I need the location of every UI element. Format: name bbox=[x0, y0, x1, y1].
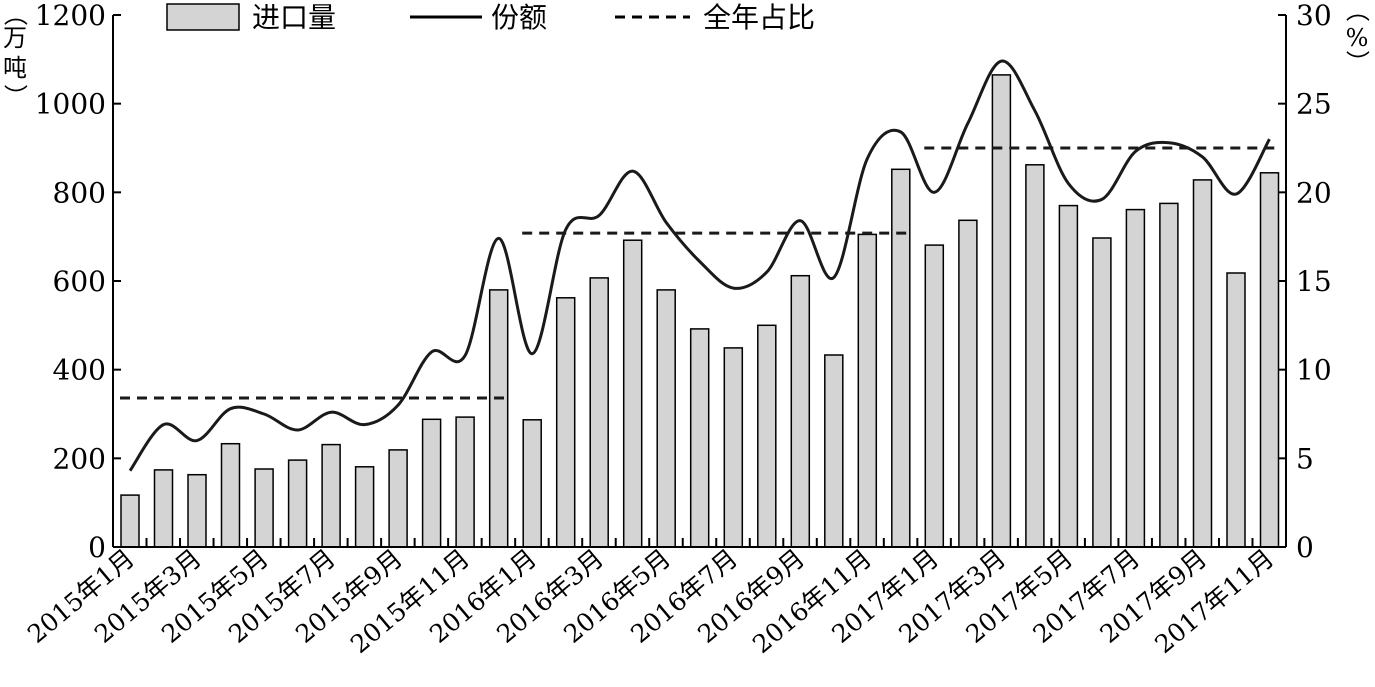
legend-label-bar: 进口量 bbox=[252, 1, 336, 34]
y-left-unit-label: ） bbox=[1, 84, 29, 108]
line-series bbox=[120, 59, 1280, 472]
bar-2017年5月 bbox=[1058, 204, 1079, 548]
bar-2015年2月 bbox=[153, 469, 174, 548]
bar-2016年3月 bbox=[589, 277, 609, 548]
bar-2017年2月 bbox=[958, 219, 978, 548]
bar-2017年9月 bbox=[1192, 179, 1213, 548]
y-left-tick-label: 400 bbox=[53, 354, 106, 387]
bar-2016年11月 bbox=[857, 233, 878, 548]
y-right-unit-label: （ bbox=[1343, 0, 1371, 22]
bar-2015年6月 bbox=[287, 459, 308, 548]
y-left-tick-label: 0 bbox=[88, 531, 106, 564]
y-right-tick-label: 15 bbox=[1296, 265, 1332, 298]
bar-2016年10月 bbox=[824, 354, 844, 548]
y-left-tick-label: 200 bbox=[53, 442, 106, 475]
bar-2015年9月 bbox=[388, 449, 408, 548]
y-left-unit-label: 吨 bbox=[3, 54, 27, 82]
bar-2017年8月 bbox=[1159, 202, 1179, 548]
bar-2016年9月 bbox=[790, 274, 811, 548]
bar-2015年4月 bbox=[220, 442, 241, 548]
bar-2017年3月 bbox=[991, 74, 1012, 548]
bar-2015年7月 bbox=[321, 443, 341, 548]
y-right-tick-label: 25 bbox=[1296, 88, 1332, 121]
y-left-tick-label: 1200 bbox=[35, 0, 106, 32]
line-share bbox=[128, 59, 1271, 472]
bar-2015年10月 bbox=[421, 418, 442, 548]
bar-2017年1月 bbox=[924, 244, 945, 548]
y-right-tick-label: 20 bbox=[1296, 176, 1332, 209]
y-left-tick-label: 800 bbox=[53, 176, 106, 209]
bar-2016年5月 bbox=[656, 289, 676, 548]
bar-2015年11月 bbox=[455, 416, 475, 548]
bar-2017年11月 bbox=[1259, 172, 1280, 548]
y-right-tick-label: 0 bbox=[1296, 531, 1314, 564]
y-right-unit-label: % bbox=[1346, 24, 1369, 52]
y-right-tick-label: 10 bbox=[1296, 354, 1332, 387]
bar-2015年12月 bbox=[488, 289, 509, 548]
bar-2017年4月 bbox=[1025, 164, 1045, 548]
bar-2015年8月 bbox=[354, 466, 375, 548]
legend-swatch-bar bbox=[166, 3, 240, 31]
y-right-tick-label: 30 bbox=[1296, 0, 1332, 32]
bar-2016年7月 bbox=[723, 347, 744, 548]
bar-2017年6月 bbox=[1092, 237, 1112, 548]
y-right-unit-label: ） bbox=[1343, 50, 1371, 74]
bar-series-import-volume bbox=[120, 74, 1280, 548]
y-left-tick-label: 600 bbox=[53, 265, 106, 298]
bar-2016年1月 bbox=[522, 419, 542, 548]
legend-label-line: 份额 bbox=[491, 1, 547, 34]
bar-2015年5月 bbox=[254, 468, 274, 548]
y-left-unit-label: 万 bbox=[3, 24, 27, 52]
legend-label-dashed: 全年占比 bbox=[703, 1, 815, 34]
bar-2016年8月 bbox=[757, 324, 777, 548]
bar-2015年1月 bbox=[120, 494, 140, 548]
bar-2016年4月 bbox=[622, 239, 643, 548]
bar-2016年6月 bbox=[689, 328, 710, 548]
bar-2016年2月 bbox=[555, 297, 576, 548]
y-left-unit-label: （ bbox=[1, 2, 29, 26]
bar-2017年10月 bbox=[1226, 272, 1246, 548]
bar-2016年12月 bbox=[891, 168, 911, 548]
legend: 进口量 份额 全年占比 bbox=[166, 1, 815, 34]
bar-2015年3月 bbox=[187, 473, 207, 548]
y-left-tick-label: 1000 bbox=[35, 88, 106, 121]
y-right-tick-label: 5 bbox=[1296, 442, 1314, 475]
bar-2017年7月 bbox=[1125, 208, 1146, 548]
